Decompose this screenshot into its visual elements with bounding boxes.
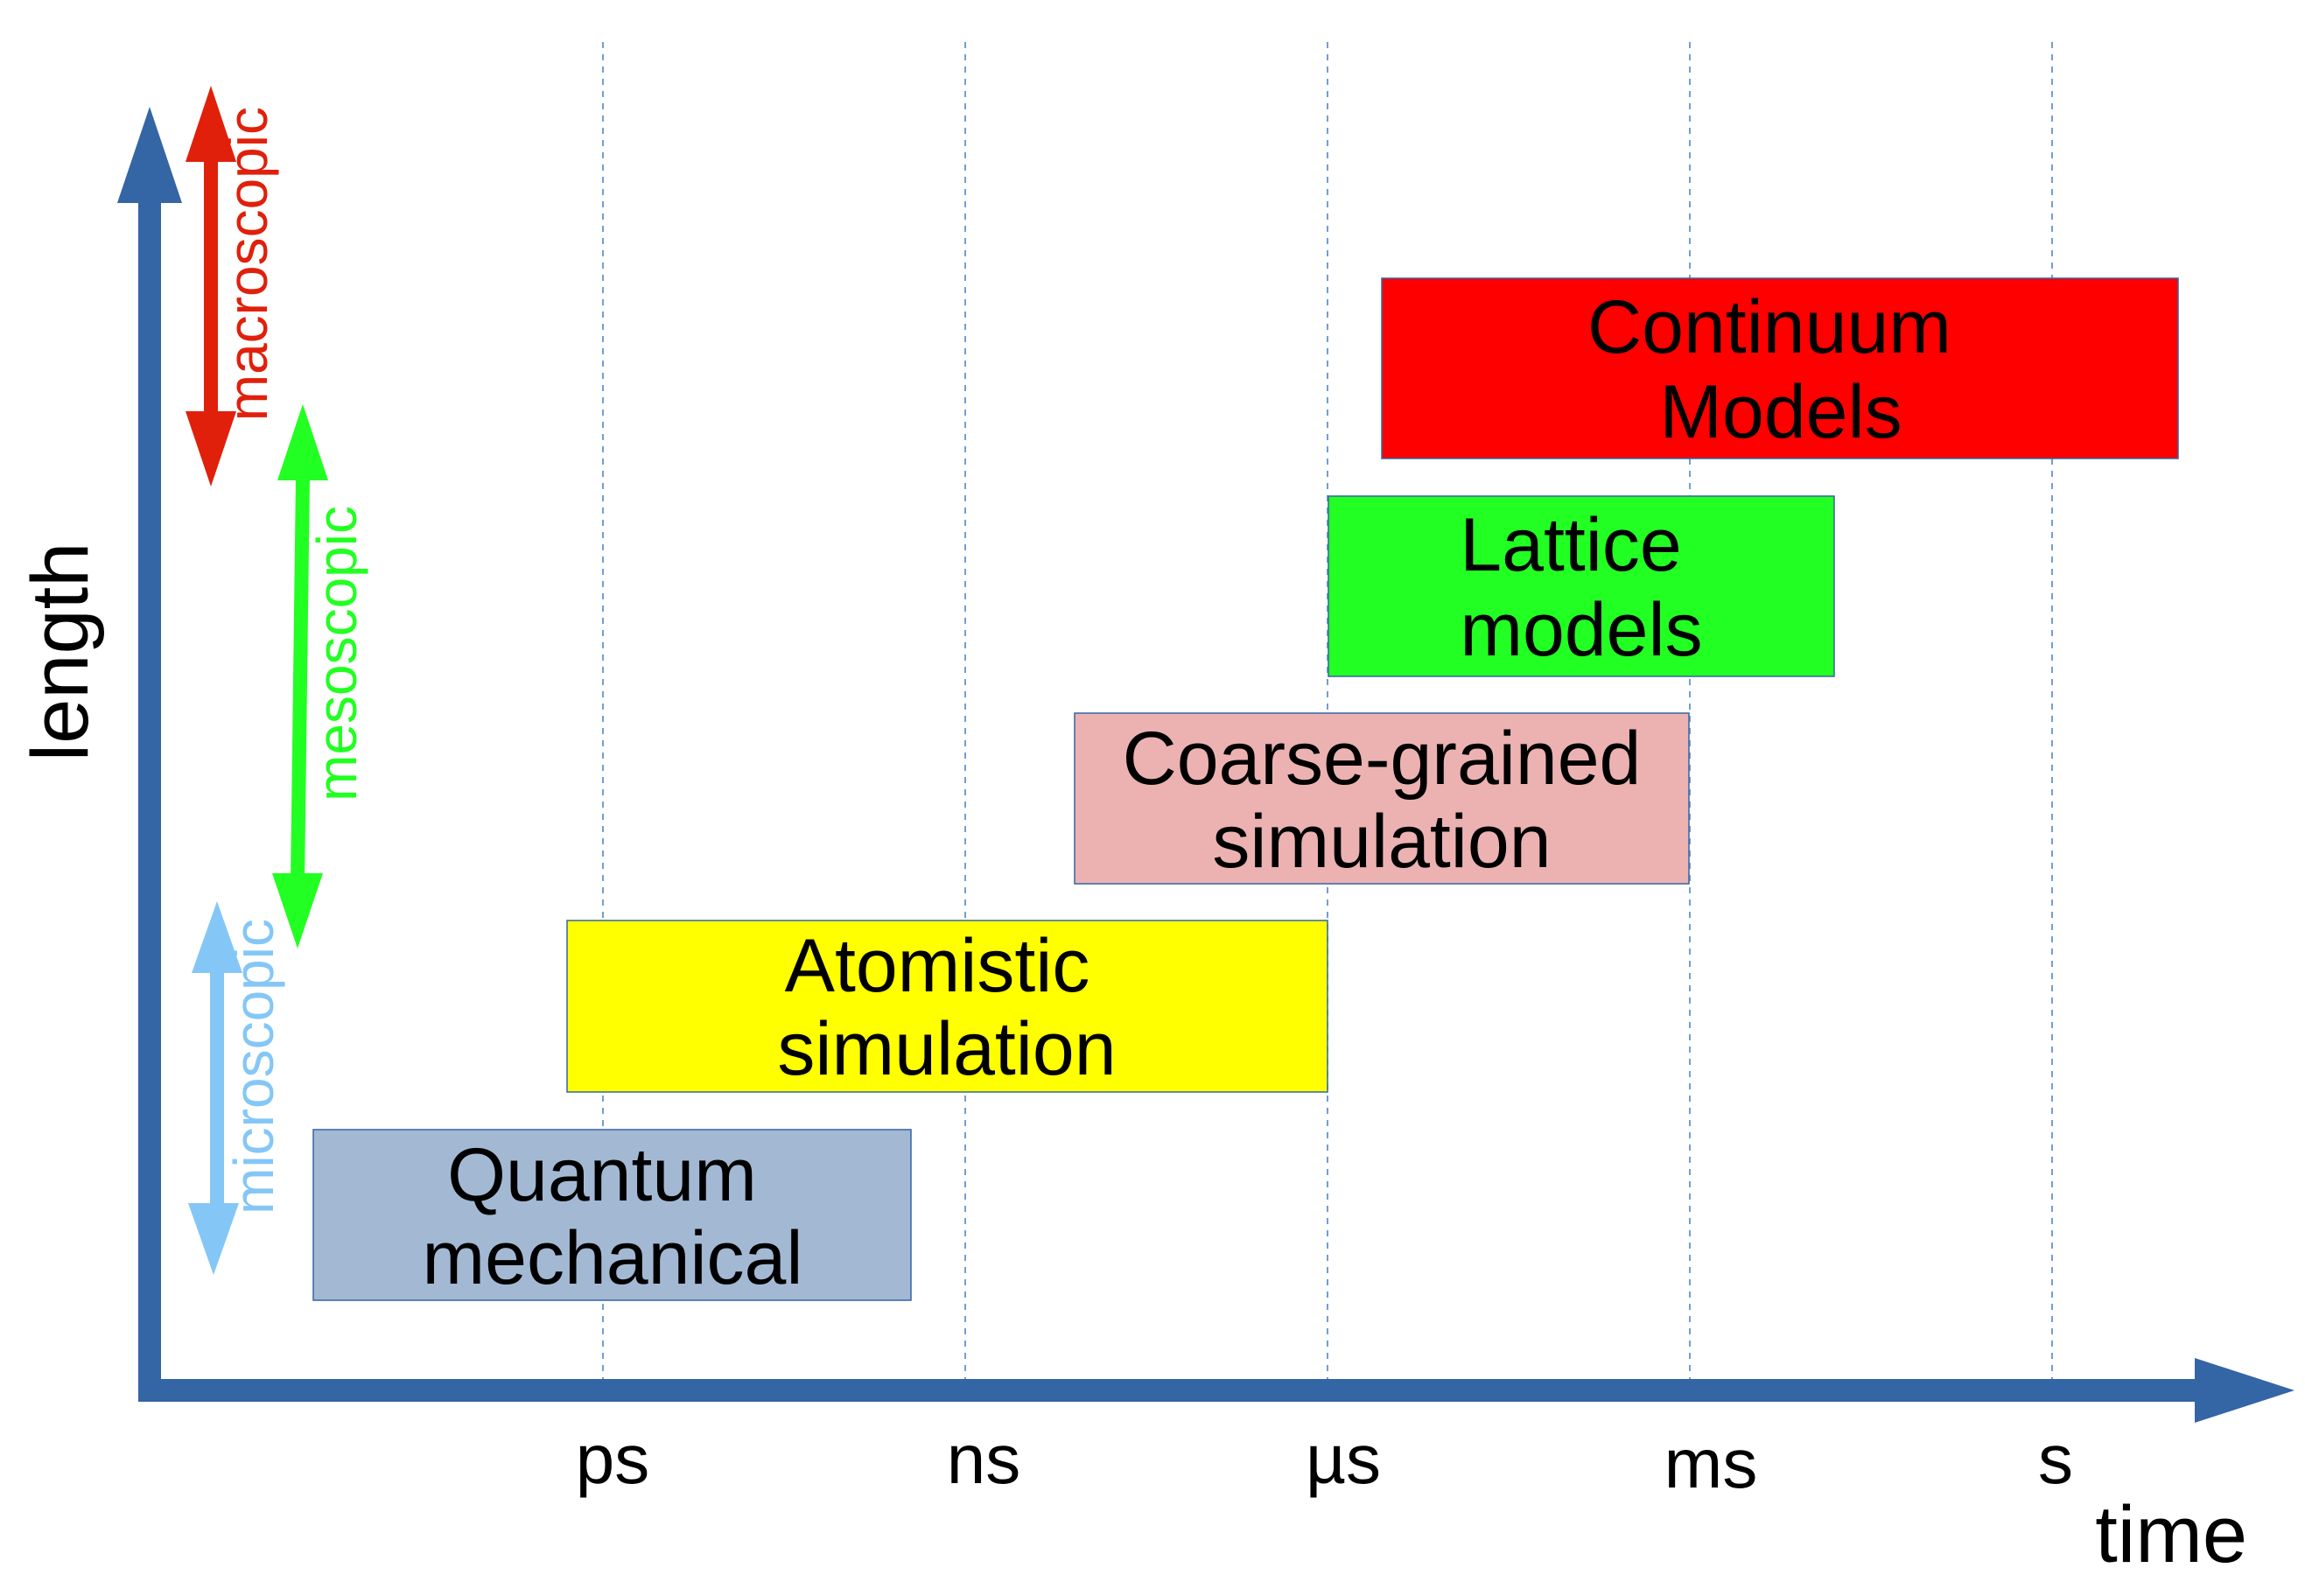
scale-arrow-macroscopic-head-up — [186, 86, 236, 162]
box-quantum-mechanical-rect — [312, 1129, 912, 1301]
scale-label-mesoscopic: mesoscopic — [305, 506, 368, 802]
box-coarse-grained-simulation-line-2: simulation — [1212, 800, 1551, 884]
scale-arrow-macroscopic: macroscopic — [186, 86, 279, 486]
box-quantum-mechanical-line-2: mechanical — [423, 1216, 803, 1300]
box-atomistic-simulation-line-1: Atomistic — [785, 924, 1090, 1008]
box-coarse-grained-simulation-rect — [1074, 712, 1690, 885]
box-lattice-models: Lattice models — [1328, 495, 1835, 677]
x-axis-shaft — [138, 1379, 2205, 1402]
box-continuum-models-line-2: Models — [1659, 370, 1902, 454]
scale-arrow-mesoscopic: mesoscopic — [272, 404, 368, 948]
box-quantum-mechanical-line-1: Quantum — [447, 1133, 757, 1217]
y-axis-label: length — [16, 542, 105, 762]
axes — [117, 107, 2294, 1423]
tick-label-s: s — [2038, 1420, 2073, 1498]
box-atomistic-simulation: Atomistic simulation — [566, 920, 1328, 1093]
scale-arrow-macroscopic-head-down — [186, 411, 236, 486]
tick-label-ps: ps — [576, 1420, 650, 1498]
box-coarse-grained-simulation-line-1: Coarse-grained — [1123, 717, 1642, 801]
scale-label-macroscopic: macroscopic — [216, 107, 279, 421]
scale-arrow-mesoscopic-head-down — [272, 873, 323, 948]
scale-arrow-microscopic-head-up — [192, 901, 242, 973]
tick-label-ms: ms — [1664, 1424, 1758, 1502]
scale-arrow-mesoscopic-shaft — [291, 477, 310, 884]
scale-arrow-microscopic: microscopic — [188, 901, 285, 1275]
scale-label-microscopic: microscopic — [222, 919, 285, 1214]
x-axis-arrowhead — [2195, 1358, 2294, 1423]
box-continuum-models-line-1: Continuum — [1587, 285, 1951, 369]
box-lattice-models-line-1: Lattice — [1460, 503, 1681, 587]
y-axis-shaft — [138, 201, 161, 1402]
box-lattice-models-rect — [1328, 495, 1835, 677]
box-continuum-models: Continuum Models — [1381, 277, 2179, 459]
tick-label-ns: ns — [947, 1420, 1021, 1498]
box-continuum-models-rect — [1381, 277, 2179, 459]
scale-arrow-macroscopic-shaft — [204, 156, 218, 462]
x-axis-label: time — [2095, 1490, 2247, 1579]
box-atomistic-simulation-rect — [566, 920, 1328, 1093]
tick-label-us: µs — [1306, 1420, 1381, 1498]
tick-labels: ps ns µs ms s — [576, 1420, 2073, 1502]
scale-arrow-microscopic-shaft — [210, 958, 224, 1221]
scale-arrow-mesoscopic-head-up — [277, 404, 328, 480]
box-lattice-models-line-2: models — [1460, 588, 1702, 672]
box-coarse-grained-simulation: Coarse-grained simulation — [1074, 712, 1690, 885]
box-quantum-mechanical: Quantum mechanical — [312, 1129, 912, 1301]
box-atomistic-simulation-line-2: simulation — [777, 1007, 1116, 1091]
scale-arrow-microscopic-head-down — [188, 1203, 239, 1275]
y-axis-arrowhead — [117, 107, 182, 203]
